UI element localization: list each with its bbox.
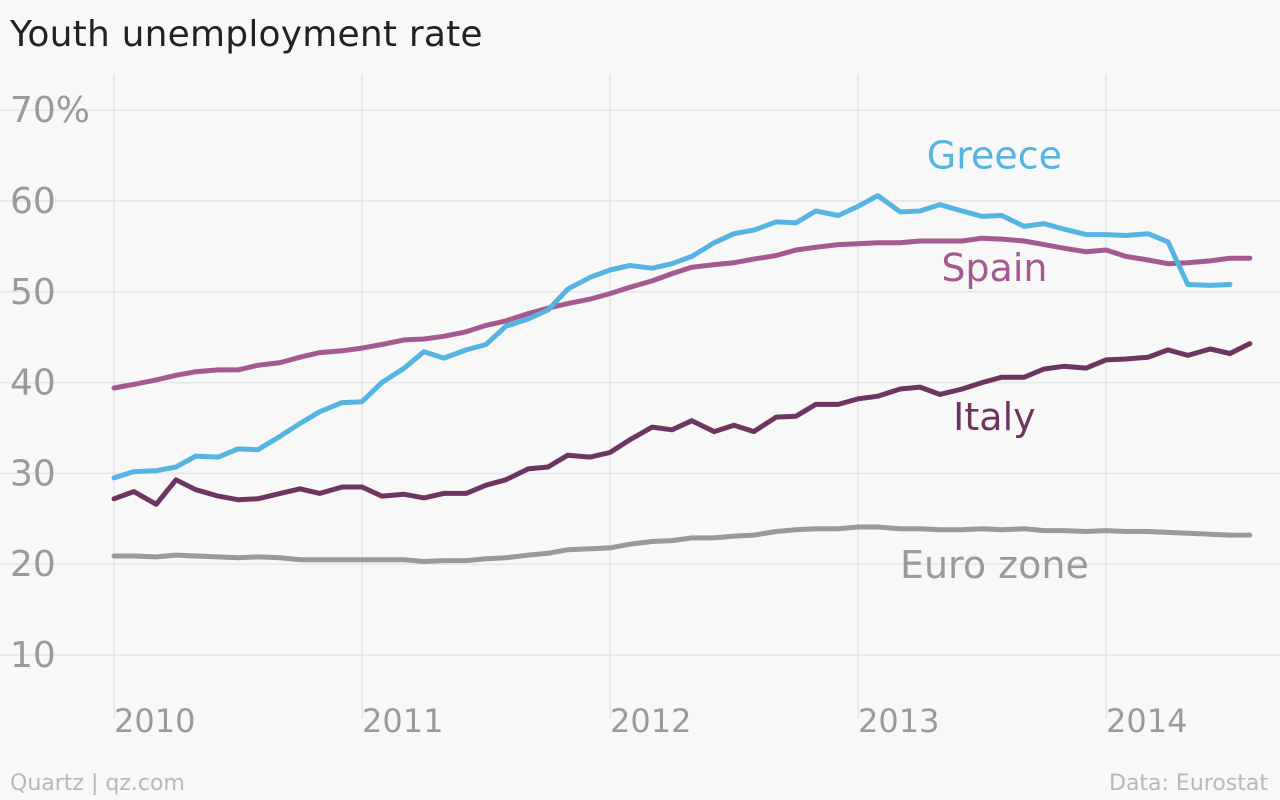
- series-line-greece: [111, 193, 1233, 481]
- series-label-italy: Italy: [953, 395, 1035, 439]
- series-line-euro-zone: [111, 524, 1253, 564]
- x-axis-tick-labels: 2010 2011 2012 2013 2014: [114, 702, 1187, 740]
- x-tick-label: 2010: [114, 702, 195, 740]
- y-tick-label: 50: [10, 272, 56, 313]
- gridlines: [0, 73, 1280, 719]
- series-label-spain: Spain: [941, 246, 1047, 290]
- y-tick-label: 60: [10, 181, 56, 222]
- data-source: Data: Eurostat: [1109, 771, 1268, 796]
- y-tick-label: 10: [10, 635, 56, 676]
- y-tick-label: 40: [10, 363, 56, 404]
- series-lines: [111, 193, 1253, 564]
- y-tick-label: 30: [10, 453, 56, 494]
- series-label-euro-zone: Euro zone: [900, 543, 1089, 587]
- y-axis-tick-labels: 10 20 30 40 50 60 70%: [10, 90, 90, 676]
- source-credit: Quartz | qz.com: [10, 771, 185, 796]
- x-tick-label: 2012: [610, 702, 691, 740]
- x-tick-label: 2014: [1106, 702, 1187, 740]
- series-labels: Greece Spain Italy Euro zone: [900, 133, 1089, 587]
- y-tick-label: 70%: [10, 90, 90, 131]
- x-tick-label: 2013: [858, 702, 939, 740]
- series-line-spain: [111, 235, 1253, 391]
- y-tick-label: 20: [10, 544, 56, 585]
- chart-title: Youth unemployment rate: [10, 14, 483, 55]
- series-label-greece: Greece: [927, 133, 1062, 177]
- series-line-italy: [111, 341, 1253, 507]
- x-tick-label: 2011: [362, 702, 443, 740]
